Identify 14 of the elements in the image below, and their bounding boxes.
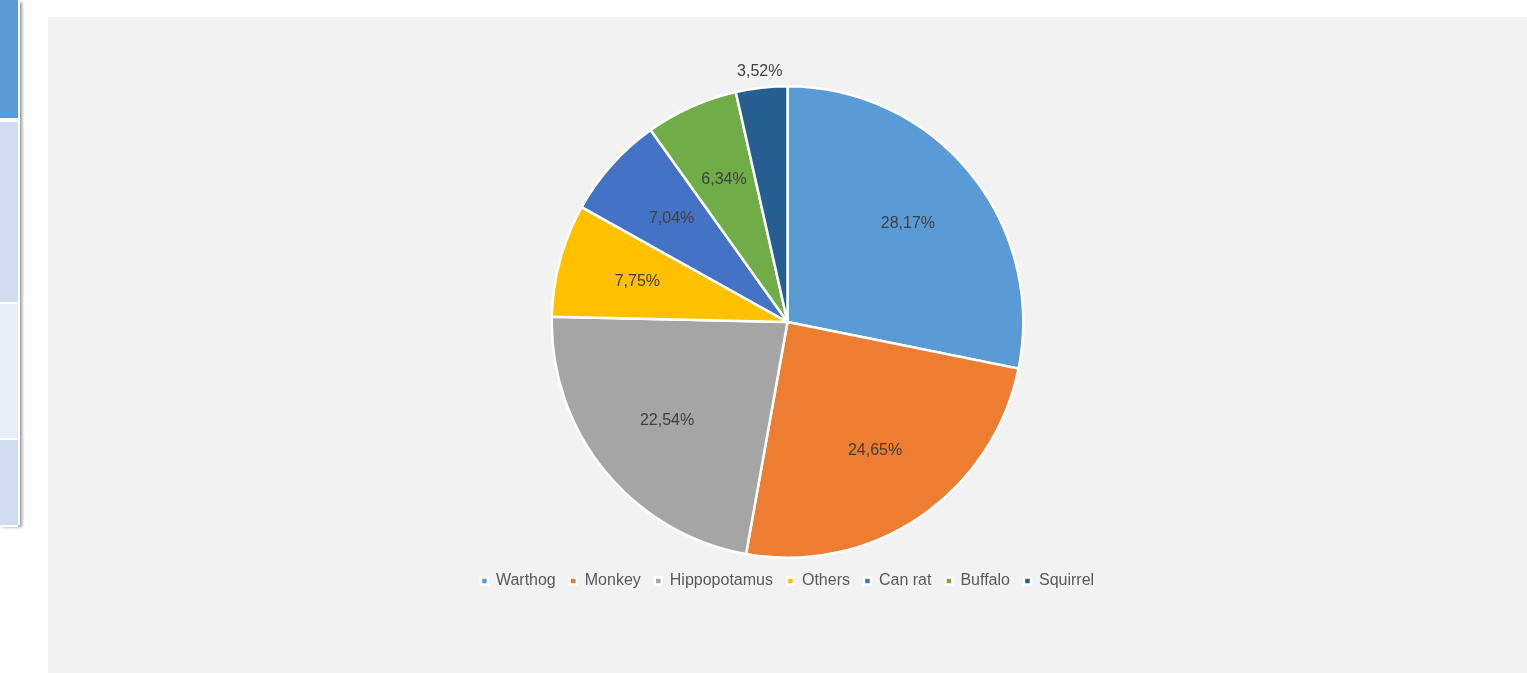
data-label: 7,75% — [614, 271, 661, 289]
legend-label: Can rat — [878, 571, 932, 589]
legend-label: Others — [801, 571, 850, 589]
legend-label: Monkey — [584, 571, 641, 589]
legend-label: Buffalo — [960, 571, 1011, 589]
legend-label: Warthog — [495, 571, 556, 589]
data-label: 28,17% — [880, 213, 936, 231]
data-label: 22,54% — [639, 410, 695, 428]
data-label: 7,04% — [648, 208, 695, 226]
legend-label: Squirrel — [1038, 571, 1095, 589]
data-label: 3,52% — [737, 62, 783, 80]
legend-label: Hippopotamus — [669, 571, 773, 589]
data-label: 24,65% — [847, 441, 903, 459]
data-label: 6,34% — [701, 170, 747, 188]
